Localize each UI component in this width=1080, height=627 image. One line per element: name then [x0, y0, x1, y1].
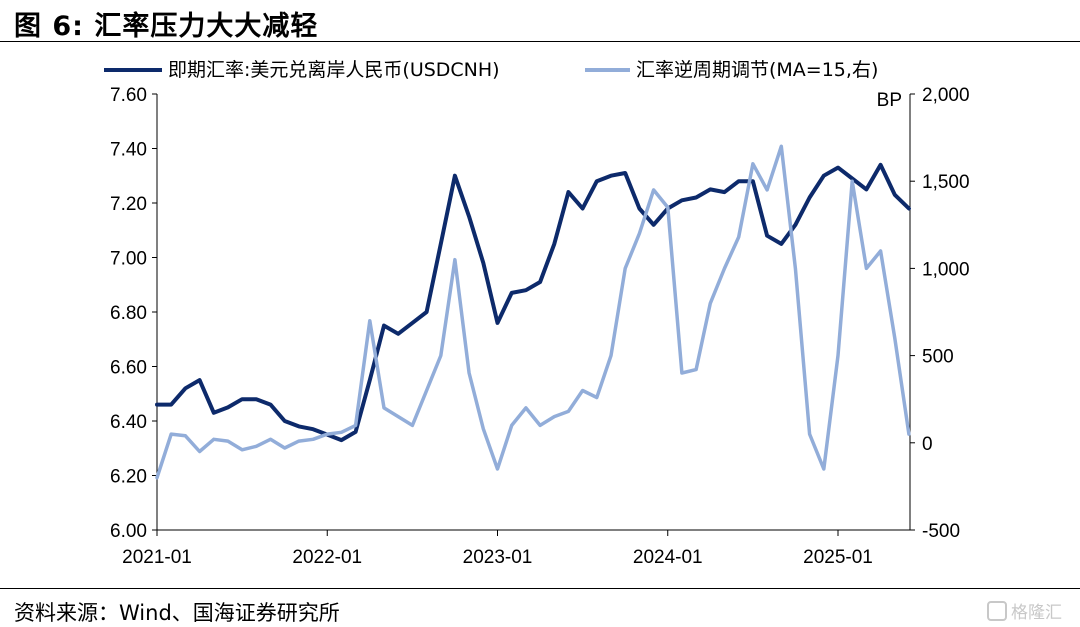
y-right-tick-label: 2,000: [922, 85, 970, 106]
legend-label: 汇率逆周期调节(MA=15,右): [636, 59, 878, 81]
x-tick-label: 2021-01: [122, 547, 192, 568]
y-right-tick-label: 1,000: [922, 259, 970, 280]
y-left-tick-label: 7.00: [110, 249, 147, 270]
watermark: 格隆汇: [987, 598, 1062, 623]
y-left-tick-label: 7.20: [110, 194, 147, 215]
x-tick-label: 2024-01: [633, 547, 703, 568]
top-rule: [0, 41, 1080, 42]
y-left-tick-label: 6.40: [110, 412, 147, 433]
y-right-tick-label: -500: [922, 521, 960, 542]
x-tick-label: 2025-01: [803, 547, 873, 568]
x-tick-label: 2023-01: [463, 547, 533, 568]
y-right-tick-label: 0: [922, 434, 933, 455]
y-left-tick-label: 7.40: [110, 140, 147, 161]
y-left-tick-label: 6.60: [110, 358, 147, 379]
figure-title: 图 6: 汇率压力大大减轻: [14, 11, 319, 42]
y-right-unit-label: BP: [877, 90, 902, 111]
x-tick-label: 2022-01: [292, 547, 362, 568]
y-right-tick-label: 500: [922, 347, 954, 368]
source-note: 资料来源：Wind、国海证券研究所: [14, 601, 340, 625]
legend-label: 即期汇率:美元兑离岸人民币(USDCNH): [168, 59, 500, 81]
y-left-tick-label: 6.20: [110, 467, 147, 488]
y-left-tick-label: 6.80: [110, 303, 147, 324]
bottom-rule: [0, 588, 1080, 589]
y-right-tick-label: 1,500: [922, 172, 970, 193]
y-left-tick-label: 6.00: [110, 521, 147, 542]
watermark-text: 格隆汇: [1011, 603, 1062, 623]
series-line-countercyclical: [155, 144, 911, 480]
series-line-usdcnh: [155, 162, 911, 443]
watermark-logo-icon: [987, 600, 1007, 621]
y-left-tick-label: 7.60: [110, 85, 147, 106]
